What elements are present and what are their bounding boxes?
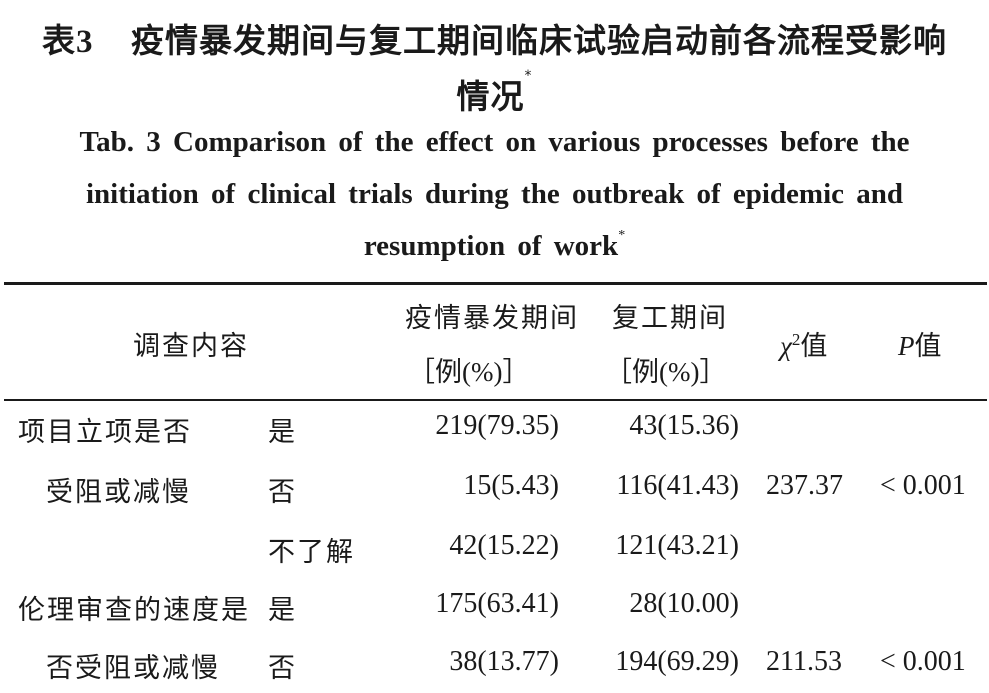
group1-chi2: 237.37 — [766, 470, 843, 501]
title-en-line2: initiation of clinical trials during the… — [85, 178, 904, 210]
chi-symbol: χ — [780, 331, 792, 361]
title-cn-line2: 情况 — [456, 77, 525, 116]
group2-row2-option: 否 — [268, 653, 297, 684]
group1-row2-outbreak: 15(5.43) — [463, 470, 559, 501]
group1-row3-option: 不了解 — [268, 537, 355, 568]
group2-row1-resume: 28(10.00) — [629, 588, 739, 619]
title-en-line3: resumption of work — [363, 230, 619, 262]
group1-row1-option: 是 — [268, 417, 297, 448]
group1-row1-outbreak: 219(79.35) — [435, 410, 559, 441]
table-label-cn: 表3 — [42, 24, 94, 60]
group1-row2-resume: 116(41.43) — [616, 470, 739, 501]
group1-item-line2: 受阻或减慢 — [46, 477, 191, 508]
group1-row3-outbreak: 42(15.22) — [449, 530, 559, 561]
p-suffix: 值 — [914, 331, 944, 362]
table-title-cn: 表3 疫情暴发期间与复工期间临床试验启动前各流程受影响 — [0, 14, 989, 62]
p-symbol: P — [898, 331, 915, 361]
header-item: 调查内容 — [133, 331, 249, 362]
group2-p: < 0.001 — [880, 646, 966, 677]
title-en-asterisk: * — [618, 228, 626, 243]
title-cn-line1: 疫情暴发期间与复工期间临床试验启动前各流程受影响 — [130, 21, 947, 60]
header-chi-square: χ2值 — [780, 324, 829, 363]
group1-row2-option: 否 — [268, 477, 297, 508]
chi-sup: 2 — [791, 330, 801, 349]
group1-row1-resume: 43(15.36) — [629, 410, 739, 441]
group2-item-line1: 伦理审查的速度是 — [18, 595, 250, 626]
group2-row2-resume: 194(69.29) — [615, 646, 739, 677]
header-outbreak: 疫情暴发期间 — [405, 303, 579, 334]
group1-item-line1: 项目立项是否 — [18, 417, 192, 448]
group2-row1-outbreak: 175(63.41) — [435, 588, 559, 619]
group1-p: < 0.001 — [880, 470, 966, 501]
header-outbreak-unit: ［例(%)］ — [408, 357, 530, 387]
group1-row3-resume: 121(43.21) — [615, 530, 739, 561]
header-resume: 复工期间 — [612, 303, 728, 334]
group2-row2-outbreak: 38(13.77) — [449, 646, 559, 677]
title-en-line1: Tab. 3 Comparison of the effect on vario… — [79, 126, 910, 158]
group2-chi2: 211.53 — [766, 646, 842, 677]
header-resume-unit: ［例(%)］ — [605, 357, 727, 387]
title-cn-asterisk: * — [524, 68, 533, 84]
group2-item-line2: 否受阻或减慢 — [46, 653, 220, 684]
header-p-value: P值 — [898, 324, 944, 363]
table-top-rule — [4, 282, 987, 285]
group2-row1-option: 是 — [268, 595, 297, 626]
table-header-rule — [4, 399, 987, 401]
table-title-en-line3: resumption of work* — [0, 228, 989, 263]
chi-suffix: 值 — [800, 331, 830, 362]
table-title-cn-line2: 情况* — [0, 68, 989, 118]
